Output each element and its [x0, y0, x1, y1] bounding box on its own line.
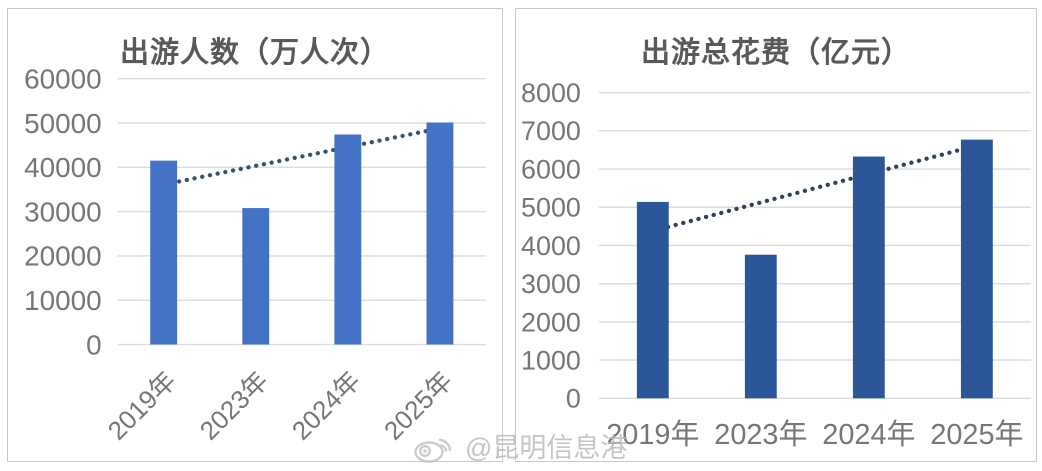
- chart-title-spending: 出游总花费（亿元）: [640, 37, 911, 69]
- bar-2025年: [426, 122, 454, 345]
- bar-2023年: [242, 208, 270, 345]
- y-tick-label: 0: [86, 329, 101, 360]
- y-tick-label: 1000: [521, 345, 581, 375]
- y-tick-label: 4000: [521, 231, 581, 261]
- y-tick-label: 6000: [521, 154, 581, 184]
- chart-panel-travelers: 出游人数（万人次） 0 10000 20000 30000 40000 50000 6000…: [7, 8, 503, 462]
- bar-2019年: [636, 201, 669, 399]
- y-tick-label: 60000: [24, 63, 101, 94]
- x-category-label: 2024年: [822, 419, 915, 451]
- y-tick-label: 10000: [24, 285, 101, 316]
- x-category-label: 2025年: [930, 419, 1023, 451]
- y-tick-label: 40000: [24, 152, 101, 183]
- y-tick-label: 20000: [24, 241, 101, 272]
- x-category-label: 2023年: [714, 419, 807, 451]
- trendline: [161, 126, 443, 187]
- y-tick-label: 8000: [521, 78, 581, 108]
- bar-chart-travelers: 0 10000 20000 30000 40000 50000 60000 2019年 2023…: [24, 63, 486, 446]
- y-tick-label: 50000: [24, 108, 101, 139]
- chart-panel-spending: 出游总花费（亿元） 0 1000 2000 3000 4000 5000 6000 7000 8…: [515, 8, 1037, 462]
- y-tick-label: 3000: [521, 269, 581, 299]
- bar-2024年: [334, 134, 362, 345]
- trendline: [650, 143, 980, 234]
- chart-title-travelers: 出游人数（万人次）: [119, 37, 390, 69]
- y-tick-label: 30000: [24, 196, 101, 227]
- y-tick-label: 5000: [521, 193, 581, 223]
- bar-2025年: [960, 139, 993, 399]
- bar-chart-spending: 0 1000 2000 3000 4000 5000 6000 7000 8000 2019年 20…: [521, 78, 1031, 451]
- y-tick-label: 2000: [521, 307, 581, 337]
- x-category-label: 2023年: [194, 366, 274, 446]
- y-tick-label: 0: [566, 384, 581, 414]
- bar-2024年: [852, 156, 885, 399]
- x-category-label: 2025年: [379, 366, 459, 446]
- y-tick-label: 7000: [521, 116, 581, 146]
- x-category-label: 2019年: [606, 419, 699, 451]
- bar-2023年: [744, 254, 777, 399]
- bar-2019年: [150, 160, 178, 345]
- x-category-label: 2024年: [287, 366, 367, 446]
- x-category-label: 2019年: [102, 366, 182, 446]
